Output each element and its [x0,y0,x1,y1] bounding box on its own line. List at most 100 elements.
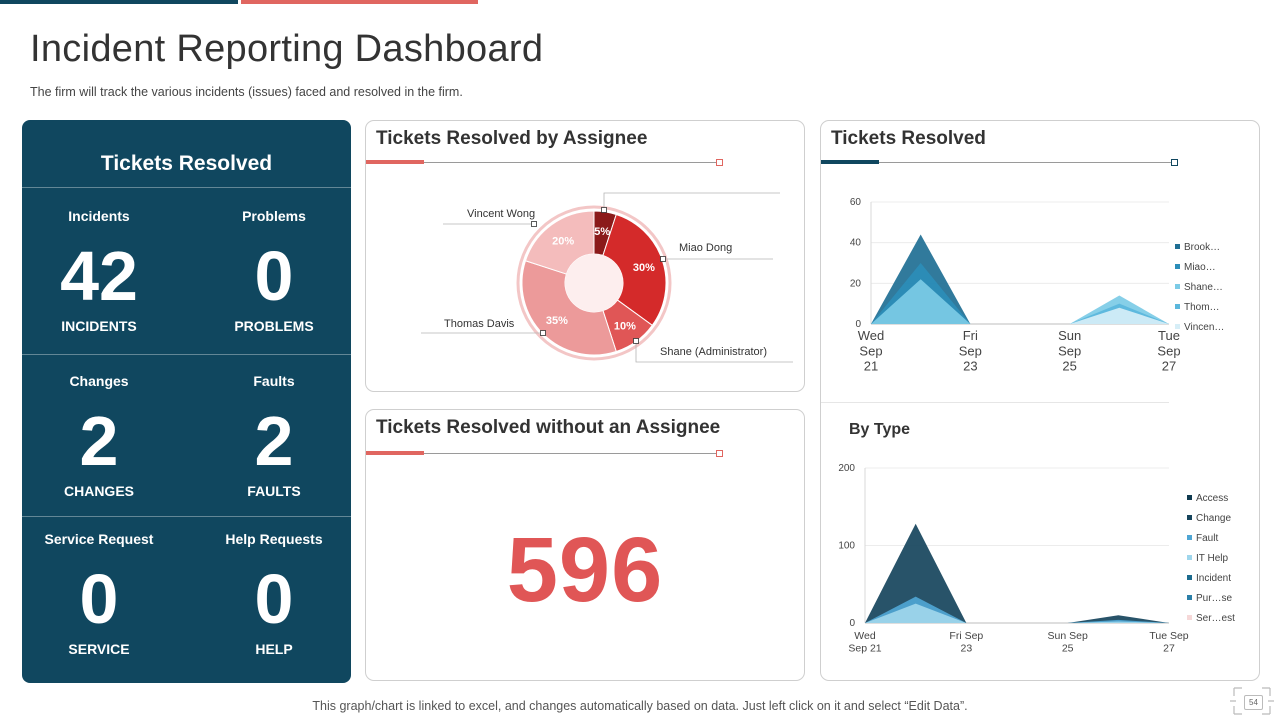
metric-faults: Faults 2 FAULTS [199,373,349,499]
x-tick-label: Fri Sep [949,630,983,642]
pie-slice-label: 35% [546,315,568,327]
metric-sublabel: SERVICE [68,641,130,657]
x-tick-label: Tue [1158,328,1180,343]
y-tick-label: 100 [838,541,855,552]
metric-label: Service Request [44,531,154,547]
card-title-rule [821,162,1175,163]
metric-value: 0 [79,560,119,638]
metric-label: Changes [69,373,129,389]
legend-swatch [1187,555,1192,560]
pie-leader-line [635,341,793,363]
legend-label: Thom… [1184,302,1220,313]
x-tick-label: Sep [859,343,882,358]
card-accent [821,160,879,164]
pie-leader-marker [660,256,666,262]
legend-swatch [1175,304,1180,309]
metric-label: Problems [242,208,306,224]
legend-label: Brook… [1184,242,1220,253]
panel-divider [22,516,351,517]
card-rule-marker [716,450,723,457]
metric-label: Faults [253,373,295,389]
page-title: Incident Reporting Dashboard [30,28,544,70]
card-title: Tickets Resolved without an Assignee [376,417,721,438]
legend-swatch [1187,495,1192,500]
pie-slice-label: 30% [633,262,655,274]
y-tick-label: 60 [850,197,862,208]
legend-swatch [1175,264,1180,269]
x-tick-label: 27 [1163,642,1175,654]
x-tick-label: Fri [963,328,978,343]
card-rule-marker [716,159,723,166]
y-tick-label: 0 [855,319,861,330]
metric-value: 2 [254,402,294,480]
area-series [871,307,1169,324]
chart-separator [821,402,1169,403]
legend-swatch [1175,244,1180,249]
area-series [865,523,1169,623]
legend-swatch [1187,595,1192,600]
x-tick-label: Sep [959,343,982,358]
legend-label: IT Help [1196,553,1228,564]
y-tick-label: 20 [850,278,862,289]
legend-label: Vincen… [1184,322,1224,333]
metric-value: 2 [79,402,119,480]
page-subtitle: The firm will track the various incident… [30,85,463,99]
card-accent [366,451,424,455]
metric-sublabel: HELP [255,641,293,657]
metric-sublabel: CHANGES [63,483,134,499]
no-assignee-card: Tickets Resolved without an Assignee 596 [365,409,805,681]
card-title-rule [366,453,720,454]
page-number: 54 [1244,695,1263,710]
x-tick-label: Sun Sep [1048,630,1088,642]
legend-label: Miao… [1184,262,1216,273]
pie-leader-marker [633,338,639,344]
pie-slice-label: 10% [614,320,636,332]
metric-sublabel: FAULTS [247,483,301,499]
pie-outer-ring [516,205,672,361]
y-tick-label: 0 [849,618,855,629]
card-title: Tickets Resolved by Assignee [376,128,648,149]
legend-label: Access [1196,493,1228,504]
panel-divider [22,187,351,188]
card-rule-marker [1171,159,1178,166]
y-tick-label: 200 [838,463,855,474]
metric-value: 42 [60,237,138,315]
x-tick-label: Wed [858,328,885,343]
x-tick-label: Wed [854,630,876,642]
metric-value: 0 [254,237,294,315]
x-tick-label: Sun [1058,328,1081,343]
metric-service-request: Service Request 0 SERVICE [24,531,174,657]
x-tick-label: Tue Sep [1149,630,1188,642]
x-tick-label: 25 [1062,359,1076,374]
footer-note: This graph/chart is linked to excel, and… [312,699,968,713]
x-tick-label: 21 [864,359,878,374]
metric-problems: Problems 0 PROBLEMS [199,208,349,334]
x-tick-label: Sep 21 [848,642,881,654]
legend-label: Fault [1196,533,1218,544]
x-tick-label: 25 [1062,642,1074,654]
by-type-title: By Type [849,421,911,438]
top-accent-bar-navy [0,0,238,4]
tickets-resolved-card: Tickets Resolved By Type 0 20 40 60 Wed Sep 21… [820,120,1260,681]
legend-swatch [1187,515,1192,520]
card-accent [366,160,424,164]
legend-swatch [1175,284,1180,289]
pie-leader-marker [531,221,537,227]
legend-label: Pur…se [1196,593,1233,604]
pie-slice-label: 20% [552,236,574,248]
top-accent-bar-red [241,0,478,4]
x-tick-label: 27 [1162,359,1176,374]
legend-label: Incident [1196,573,1231,584]
pie-leader-marker [540,330,546,336]
pie-leader-marker [601,207,607,213]
assignee-pie-chart: 5% 30% 10% 35% 20% [421,192,793,363]
pie-legend-label: Miao Dong [679,242,733,254]
legend-label: Change [1196,513,1231,524]
y-tick-label: 40 [850,238,862,249]
legend-swatch [1187,615,1192,620]
card-title-rule [366,162,720,163]
assignee-card: Tickets Resolved by Assignee 5% 30% 10% 35%… [365,120,805,392]
x-tick-label: Sep [1058,343,1081,358]
x-tick-label: 23 [963,359,977,374]
